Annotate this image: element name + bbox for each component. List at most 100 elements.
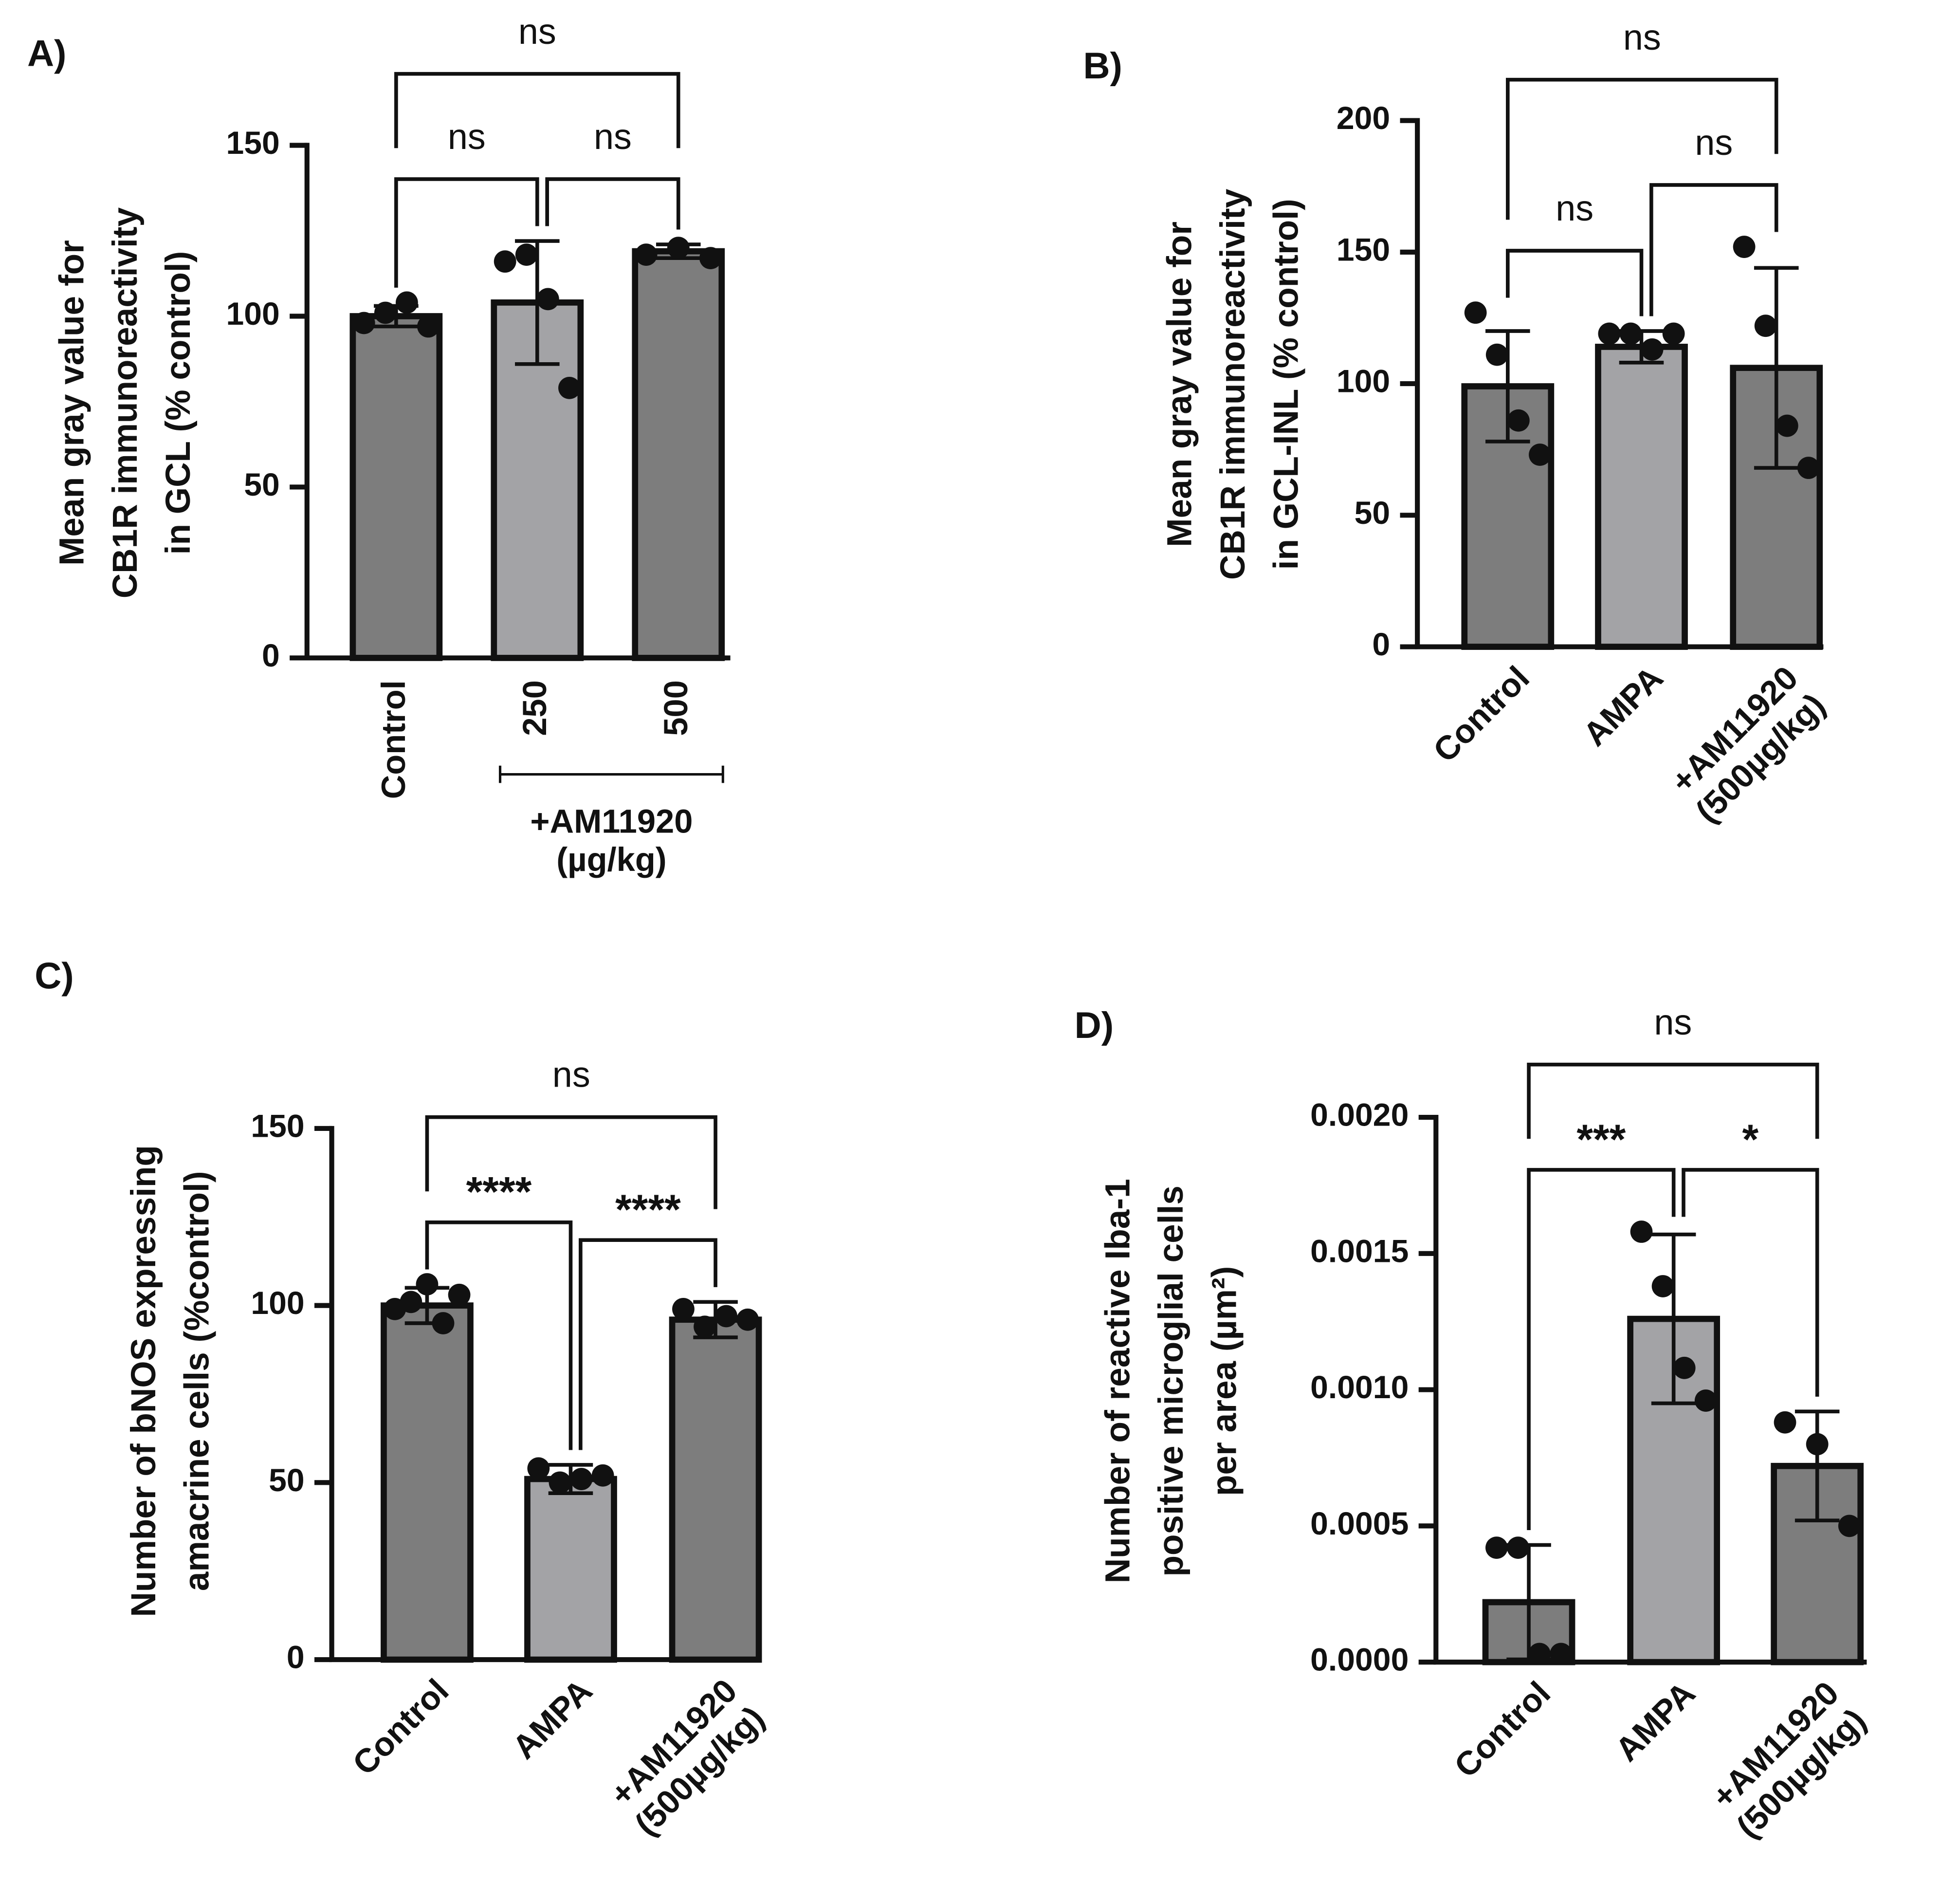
data-point [1619,322,1642,345]
y-tick-label: 100 [1337,364,1390,400]
bar [381,1302,474,1663]
significance-bracket [394,177,539,288]
data-point [1838,1515,1861,1537]
y-axis-label: Mean gray value for [1161,222,1199,547]
bar [349,313,443,661]
data-point [515,243,538,266]
y-tick-label: 150 [251,1108,304,1144]
significance-label: ns [448,116,486,157]
data-point [527,1457,550,1480]
data-point [699,247,722,270]
data-point [1507,1536,1529,1559]
y-tick-label: 0 [287,1640,305,1676]
y-tick-label: 150 [1337,232,1390,268]
panel-label: D) [1075,1005,1114,1046]
significance-bracket [1506,77,1778,220]
data-point [536,288,559,311]
data-point [494,250,516,273]
significance-label: **** [466,1169,532,1216]
data-point [1797,457,1820,479]
y-axis-label: Number of bNOS expressing [125,1145,163,1617]
significance-bracket [579,1238,717,1450]
significance-label: ns [518,11,556,52]
significance-bracket [545,177,680,230]
bar [524,1476,617,1663]
panel-label: A) [27,33,67,74]
data-point [672,1298,695,1320]
y-tick-label: 0.0015 [1310,1233,1409,1269]
data-point [667,237,690,259]
data-point [1550,1643,1573,1665]
y-tick-label: 0.0005 [1310,1506,1409,1542]
significance-bracket [425,1115,717,1209]
significance-bracket [1682,1168,1819,1397]
data-point [591,1464,614,1487]
x-tick-label: AMPA [1608,1674,1703,1769]
x-tick-label: +AM11920(500µg/kg) [1661,659,1832,830]
significance-label: ns [552,1054,590,1095]
data-point [1528,1643,1551,1665]
data-point [1754,314,1777,337]
x-tick-label: +AM11920(500µg/kg) [601,1672,771,1843]
y-tick-label: 0 [262,638,280,674]
y-axis-label: CB1R immunoreactivity [106,207,145,599]
data-point [1651,1275,1674,1297]
y-tick-label: 50 [269,1462,305,1498]
data-point [1598,322,1621,345]
y-tick-label: 100 [251,1285,304,1321]
bar [1595,344,1688,650]
group-label: +AM11920 (µg/kg) [530,802,693,878]
data-point [416,1273,439,1295]
data-point [400,1291,422,1313]
x-tick-label: Control [1426,659,1537,770]
significance-label: *** [1576,1116,1626,1163]
significance-bracket [1649,183,1778,316]
data-point [417,315,439,338]
significance-bracket [1506,249,1644,316]
data-point [1641,338,1664,361]
data-point [448,1283,471,1306]
y-axis-label: CB1R immunoreactivity [1214,188,1252,580]
y-axis-label: in GCL (% control) [159,251,198,555]
data-point [1630,1220,1653,1243]
data-point [1776,414,1798,437]
bar [669,1316,762,1663]
x-tick-label: Control [375,680,412,799]
significance-label: ns [594,116,632,157]
y-tick-label: 150 [226,125,279,161]
data-point [558,377,581,399]
data-point [396,291,418,314]
y-tick-label: 0.0020 [1310,1097,1409,1133]
y-axis-label: positive microglial cells [1152,1185,1190,1576]
y-tick-label: 0 [1372,627,1390,663]
significance-bracket [1527,1168,1676,1530]
x-tick-label: 250 [516,680,553,736]
y-axis-label: Number of reactive Iba-1 [1099,1179,1137,1583]
significance-label: ns [1623,17,1661,57]
bar [632,248,725,661]
y-tick-label: 200 [1337,100,1390,136]
data-point [1662,322,1685,345]
x-tick-label: Control [345,1672,456,1782]
significance-label: ns [1556,188,1593,228]
panel-label: B) [1083,45,1122,87]
x-tick-label: +AM11920(500µg/kg) [1702,1674,1873,1845]
significance-bracket [1527,1062,1819,1139]
data-point [1694,1389,1717,1412]
x-tick-label: AMPA [1576,659,1670,754]
data-point [432,1312,455,1334]
data-point [736,1308,759,1331]
data-point [352,312,375,334]
data-point [1485,343,1508,366]
data-point [715,1305,737,1328]
data-point [694,1315,716,1338]
y-axis-label: Mean gray value for [53,240,91,566]
y-tick-label: 50 [244,467,280,503]
x-tick-label: AMPA [505,1672,600,1766]
y-axis-label: amacrine cells (%control) [178,1171,216,1591]
x-tick-label: 500 [657,680,695,736]
data-point [1673,1356,1696,1379]
data-point [635,243,658,266]
y-tick-label: 100 [226,296,279,332]
significance-label: ns [1654,1002,1692,1042]
